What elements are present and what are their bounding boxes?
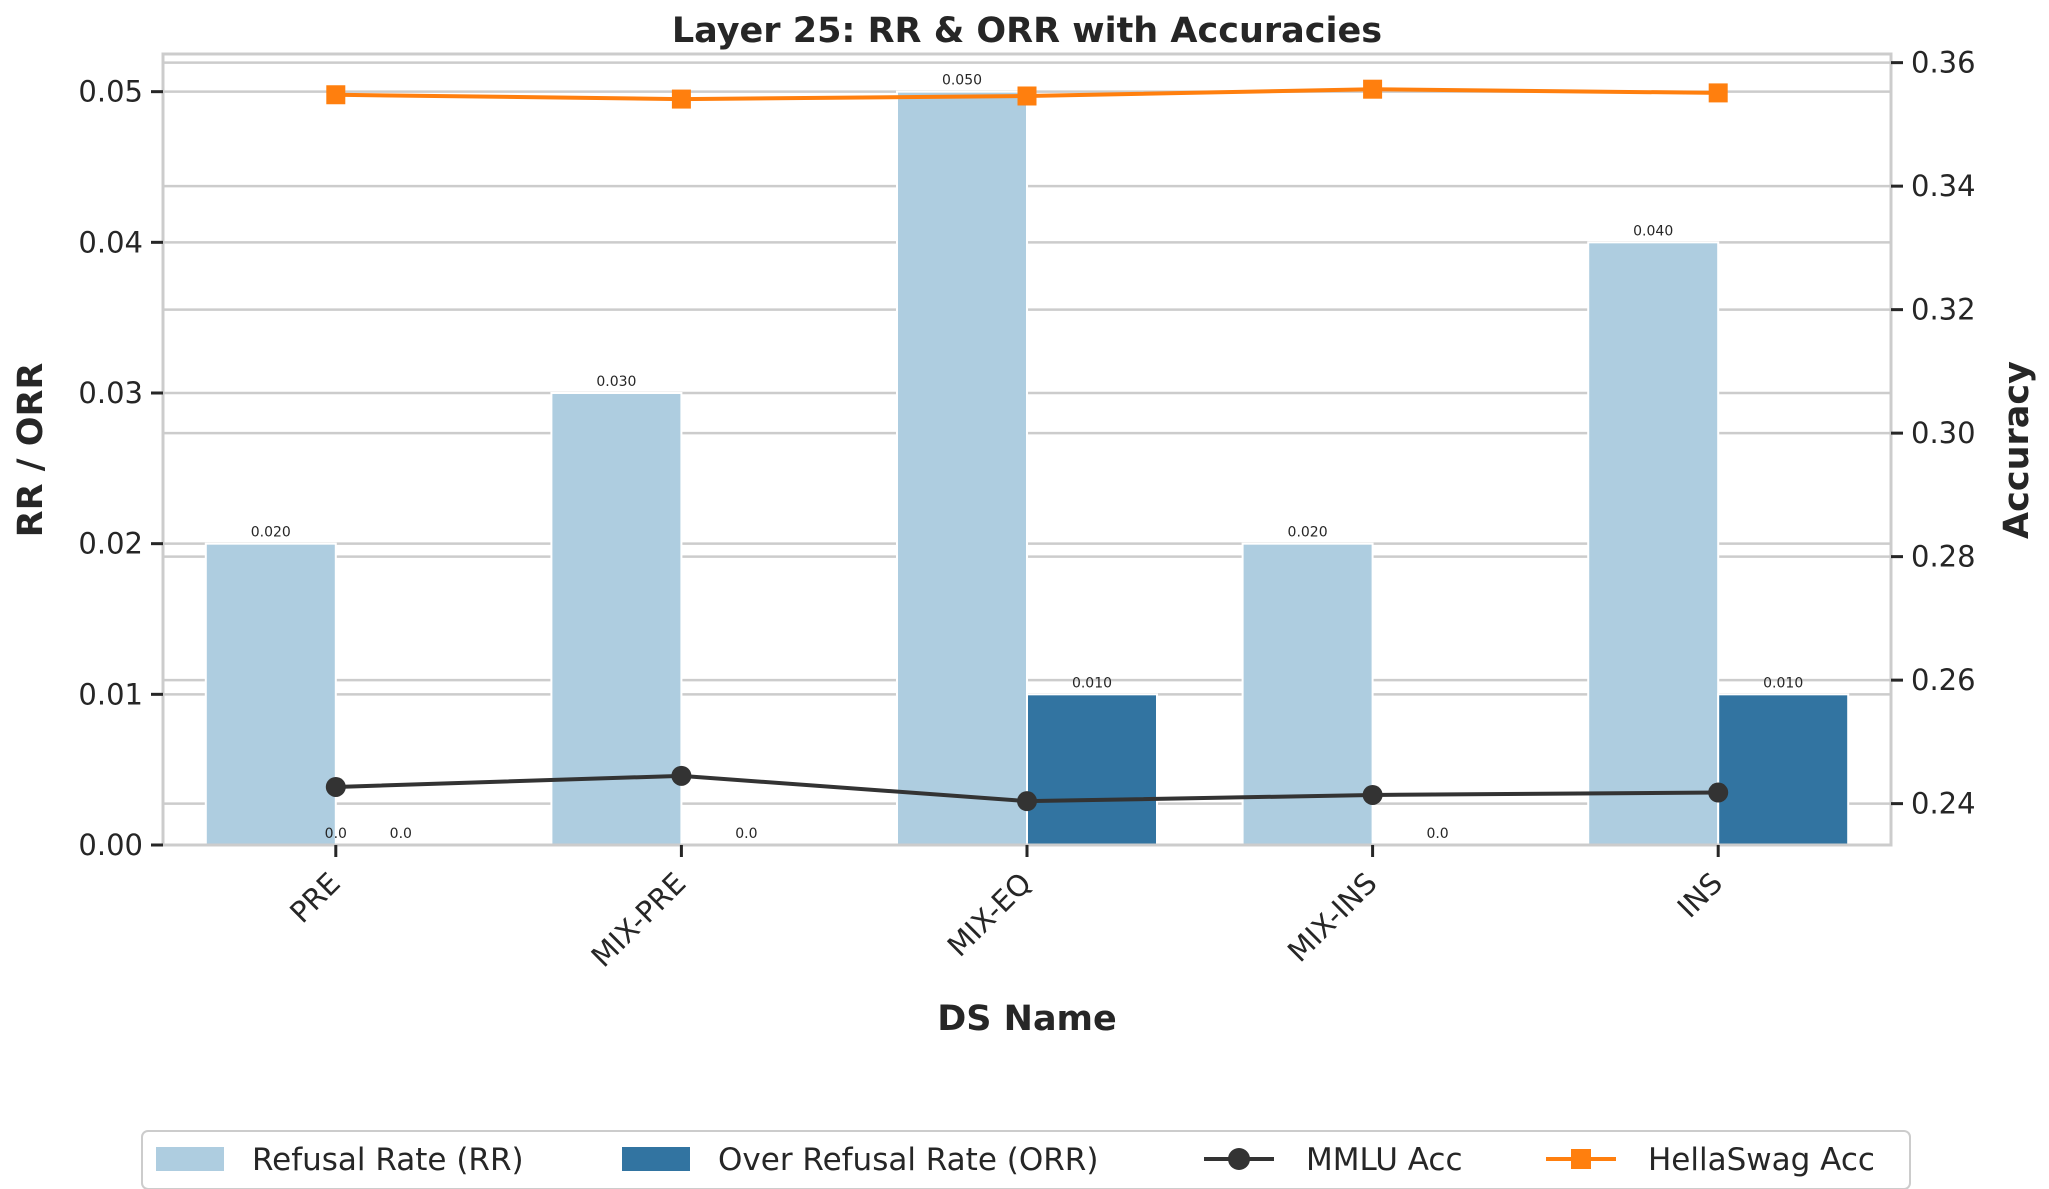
legend-marker-hellaswag xyxy=(1571,1149,1591,1169)
y-tick-label: 0.01 xyxy=(78,677,143,711)
y-tick-label: 0.00 xyxy=(78,828,143,862)
marker-hellaswag xyxy=(1708,83,1728,103)
bar-value-label: 0.0 xyxy=(1426,826,1448,842)
bar-orr xyxy=(1026,693,1158,846)
legend-swatch-rr xyxy=(156,1147,224,1171)
bar-value-label: 0.010 xyxy=(1072,675,1112,691)
bar-rr xyxy=(550,392,683,846)
bar-rr xyxy=(1241,542,1374,847)
y-axis-title: RR / ORR xyxy=(11,363,51,538)
y2-tick-label: 0.28 xyxy=(1911,540,1976,574)
marker-mmlu xyxy=(1362,784,1383,805)
legend-label-orr: Over Refusal Rate (ORR) xyxy=(718,1142,1098,1178)
bar-rr xyxy=(1587,241,1720,847)
y2-tick-label: 0.30 xyxy=(1911,416,1976,450)
marker-mmlu xyxy=(325,776,346,797)
legend-label-rr: Refusal Rate (RR) xyxy=(252,1142,524,1178)
bars xyxy=(204,90,1850,847)
legend-label-hellaswag: HellaSwag Acc xyxy=(1648,1142,1875,1178)
y2-tick-label: 0.34 xyxy=(1911,169,1976,203)
bar-value-label: 0.0 xyxy=(735,826,757,842)
bar-value-label: 0.0 xyxy=(325,826,347,842)
y2-tick-label: 0.24 xyxy=(1911,787,1976,821)
chart-title: Layer 25: RR & ORR with Accuracies xyxy=(672,11,1382,51)
marker-mmlu xyxy=(1708,782,1729,803)
bar-value-label: 0.020 xyxy=(251,525,291,541)
right-axis-ticks: 0.24 0.26 0.28 0.30 0.32 0.34 0.36 xyxy=(1891,46,1976,821)
bar-rr xyxy=(896,90,1028,846)
y-tick-label: 0.02 xyxy=(78,527,143,561)
bar-labels: 0.020 0.030 0.050 0.020 0.040 0.0 0.0 0.010 0.0 0… xyxy=(251,73,1803,842)
bar-value-label: 0.040 xyxy=(1633,223,1673,239)
marker-mmlu xyxy=(671,765,692,786)
x-tick-label: MIX-PRE xyxy=(585,866,693,974)
marker-mmlu xyxy=(1017,791,1037,812)
y-tick-label: 0.05 xyxy=(78,75,143,109)
y2-axis-title: Accuracy xyxy=(1997,361,2037,539)
y-tick-label: 0.03 xyxy=(78,376,143,410)
legend-marker-mmlu xyxy=(1228,1148,1250,1170)
x-tick-label: INS xyxy=(1671,866,1729,924)
bar-orr xyxy=(1717,693,1850,846)
legend: Refusal Rate (RR) Over Refusal Rate (ORR… xyxy=(141,1130,1911,1189)
accuracy-lines xyxy=(325,79,1729,812)
left-axis-ticks: 0.00 0.01 0.02 0.03 0.04 0.05 xyxy=(78,75,163,862)
x-axis-ticks: PRE MIX-PRE MIX-EQ MIX-INS INS xyxy=(283,845,1729,974)
legend-label-mmlu: MMLU Acc xyxy=(1306,1142,1463,1178)
bar-value-label: 0.030 xyxy=(596,374,636,390)
bar-value-label: 0.050 xyxy=(942,73,982,89)
x-tick-label: MIX-INS xyxy=(1281,866,1384,969)
marker-hellaswag xyxy=(326,85,346,105)
marker-hellaswag xyxy=(1363,79,1383,99)
legend-swatch-orr xyxy=(622,1147,690,1171)
marker-hellaswag xyxy=(1017,86,1037,106)
legend-box xyxy=(141,1130,1911,1189)
marker-hellaswag xyxy=(671,89,691,109)
x-axis-title: DS Name xyxy=(937,999,1117,1039)
bar-value-label: 0.010 xyxy=(1763,675,1803,691)
y2-tick-label: 0.26 xyxy=(1911,663,1976,697)
y2-tick-label: 0.32 xyxy=(1911,293,1976,327)
bar-rr xyxy=(204,542,337,847)
bar-value-label: 0.020 xyxy=(1288,525,1328,541)
x-tick-label: PRE xyxy=(283,866,347,930)
x-tick-label: MIX-EQ xyxy=(941,866,1038,963)
bar-value-label: 0.0 xyxy=(390,826,412,842)
y2-tick-label: 0.36 xyxy=(1911,46,1976,80)
y-tick-label: 0.04 xyxy=(78,225,143,259)
